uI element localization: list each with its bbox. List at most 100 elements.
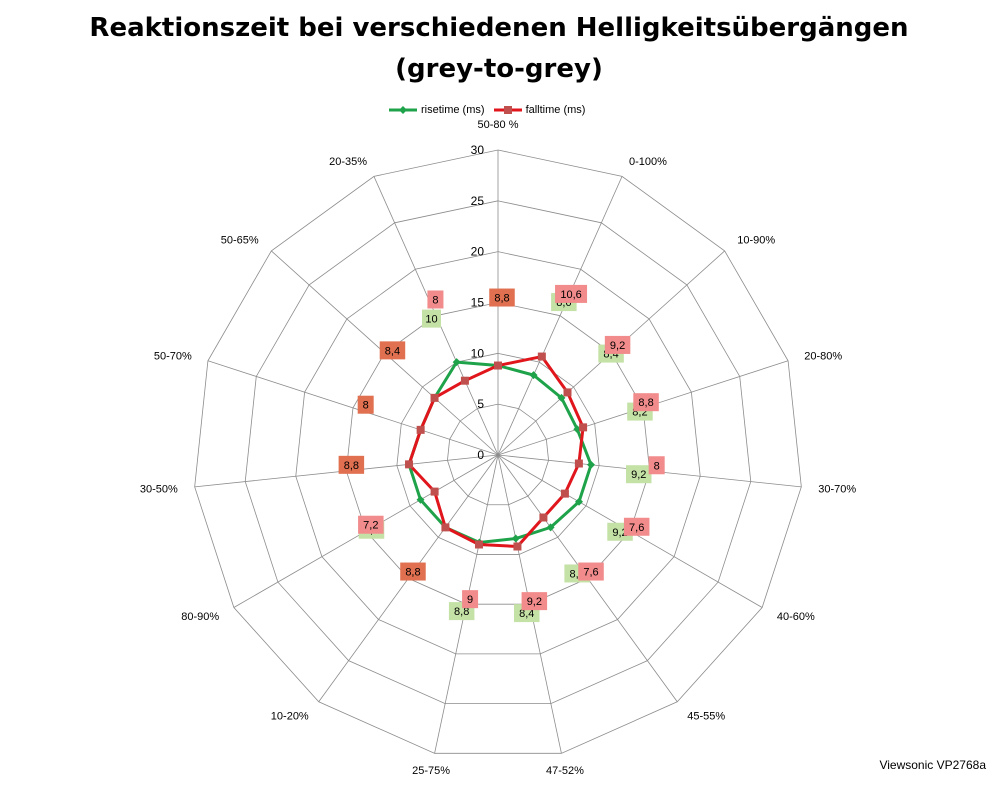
axis-tick-label: 30 [471, 143, 485, 157]
category-label: 50-65% [221, 235, 259, 247]
data-label: 8 [432, 294, 438, 306]
data-label: 8,8 [494, 293, 509, 305]
data-label: 8 [363, 400, 369, 412]
category-label: 45-55% [687, 711, 725, 723]
legend-item-falltime: falltime (ms) [493, 104, 586, 116]
data-point [529, 371, 538, 380]
axis-tick-label: 0 [477, 448, 484, 462]
data-point [441, 523, 450, 532]
data-point [539, 513, 548, 522]
data-point [474, 540, 483, 549]
data-label-box [358, 515, 384, 534]
data-label-box [357, 395, 374, 414]
data-point [452, 358, 461, 367]
category-label: 20-35% [329, 156, 367, 168]
grid-ring [396, 352, 600, 555]
legend: risetime (ms) falltime (ms) [388, 101, 593, 119]
series-line [407, 355, 585, 548]
data-point [574, 459, 583, 468]
legend-marker-risetime [389, 106, 417, 114]
category-label: 30-70% [818, 484, 856, 496]
data-label-box [633, 393, 659, 412]
data-point [405, 460, 414, 469]
data-label: 8,8 [344, 460, 359, 472]
grid-spoke [497, 176, 623, 456]
data-label-box [648, 456, 665, 475]
data-label: 8,4 [385, 345, 400, 357]
data-label: 8,4 [519, 608, 534, 620]
data-label: 9,2 [631, 469, 646, 481]
data-label: 8,8 [405, 567, 420, 579]
legend-item-risetime: risetime (ms) [388, 104, 485, 116]
data-point [430, 487, 439, 496]
data-label-box [462, 590, 479, 609]
data-label: 9,2 [610, 340, 625, 352]
data-label-box [578, 562, 604, 581]
data-point [560, 489, 569, 498]
data-label: 7,6 [629, 522, 644, 534]
data-point [416, 425, 425, 434]
grid-ring [447, 403, 549, 506]
category-label: 10-20% [271, 711, 309, 723]
data-label-box [623, 517, 650, 536]
category-label: 40-60% [777, 611, 815, 623]
data-label-box [521, 592, 548, 611]
data-point [537, 352, 546, 361]
data-label-box [604, 335, 631, 354]
data-label-box [427, 290, 444, 309]
data-label: 9 [467, 594, 473, 606]
data-point [430, 393, 439, 402]
data-point [575, 497, 584, 506]
legend-label-falltime: falltime (ms) [525, 104, 586, 116]
chart-subtitle: (grey-to-grey) [395, 54, 603, 84]
data-point [587, 460, 596, 469]
data-point [494, 361, 502, 370]
data-label: 8,8 [454, 606, 469, 618]
axis-tick-label: 10 [471, 346, 485, 360]
data-point [579, 423, 588, 432]
category-label: 25-75% [412, 765, 450, 777]
category-label: 0-100% [629, 156, 667, 168]
legend-label-risetime: risetime (ms) [421, 104, 485, 116]
data-label-box [421, 309, 441, 328]
data-label: 8 [654, 460, 660, 472]
data-point [416, 495, 425, 504]
data-label: 10,6 [560, 289, 581, 301]
data-point [513, 542, 522, 551]
axis-tick-label: 20 [471, 245, 485, 259]
category-label: 47-52% [546, 765, 584, 777]
footer-caption: Viewsonic VP2768a [879, 758, 986, 772]
data-label-box [400, 562, 426, 581]
chart-title: Reaktionszeit bei verschiedenen Helligke… [89, 13, 909, 43]
axis-tick-label: 15 [471, 296, 485, 310]
axis-tick-label: 5 [477, 397, 484, 411]
data-label: 9,2 [527, 596, 542, 608]
category-label: 50-80 % [478, 119, 519, 131]
data-label-box [555, 284, 588, 303]
grid-ring [295, 251, 701, 655]
category-label: 50-70% [154, 350, 192, 362]
data-label: 10 [425, 314, 437, 326]
data-label: 7,6 [583, 567, 598, 579]
data-label: 8,8 [638, 397, 653, 409]
data-label-box [489, 288, 515, 307]
data-point [563, 388, 572, 397]
data-point [546, 523, 555, 532]
grid-ring [194, 149, 802, 754]
data-point [511, 534, 520, 543]
category-label: 80-90% [181, 611, 219, 623]
data-point [460, 376, 469, 385]
data-label-box [338, 455, 365, 474]
axis-tick-label: 25 [471, 194, 485, 208]
category-label: 20-80% [804, 350, 842, 362]
category-label: 30-50% [140, 484, 178, 496]
legend-marker-falltime [493, 106, 522, 114]
data-label-box [625, 465, 652, 484]
data-label: 7,2 [363, 520, 378, 532]
data-label: 9,2 [612, 527, 627, 539]
data-label-box [379, 341, 406, 360]
grid-spoke [207, 360, 499, 456]
grid-ring [345, 302, 651, 605]
category-label: 10-90% [737, 235, 775, 247]
